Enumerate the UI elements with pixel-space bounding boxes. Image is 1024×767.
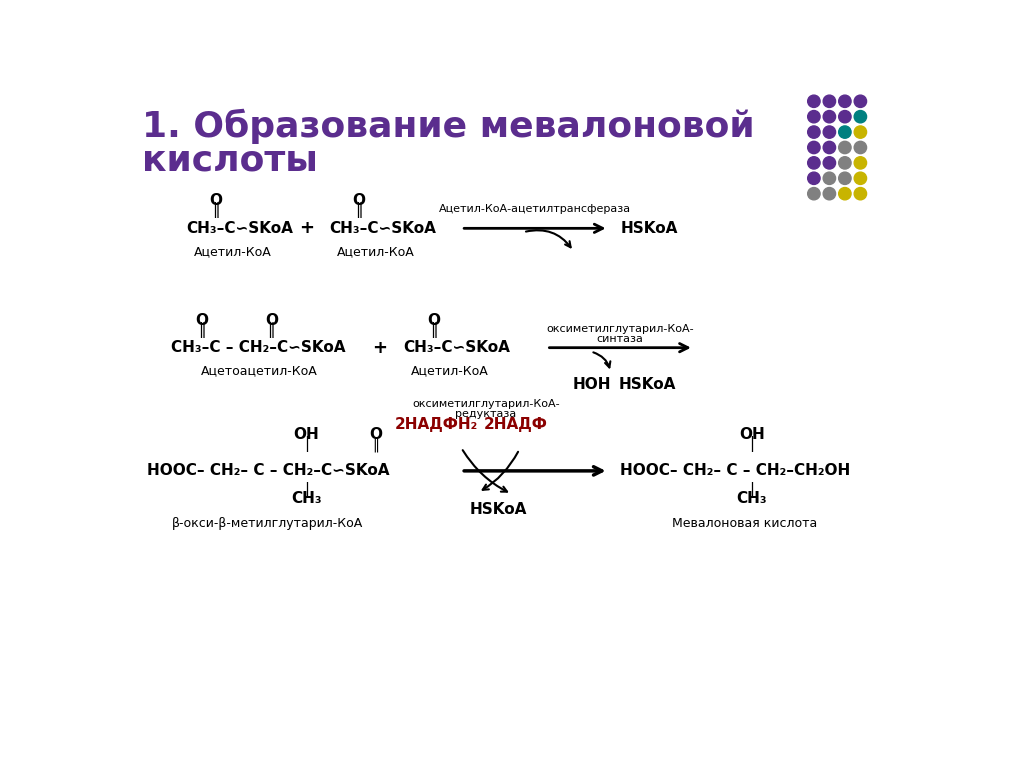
Text: CH₃–C – CH₂–C∽SKoA: CH₃–C – CH₂–C∽SKoA bbox=[171, 341, 345, 355]
Text: ‖: ‖ bbox=[373, 438, 380, 453]
Circle shape bbox=[808, 187, 820, 200]
Circle shape bbox=[823, 156, 836, 169]
Text: оксиметилглутарил-КоА-: оксиметилглутарил-КоА- bbox=[547, 324, 694, 334]
Text: HOH: HOH bbox=[572, 377, 610, 392]
Text: O: O bbox=[196, 313, 208, 328]
Circle shape bbox=[808, 95, 820, 107]
Text: синтаза: синтаза bbox=[597, 334, 643, 344]
Text: HOOC– CH₂– C – CH₂–C∽SKoA: HOOC– CH₂– C – CH₂–C∽SKoA bbox=[147, 463, 390, 479]
Text: CH₃–C∽SKoA: CH₃–C∽SKoA bbox=[330, 221, 436, 235]
Text: OH: OH bbox=[739, 426, 765, 442]
Text: ‖: ‖ bbox=[430, 321, 438, 337]
Text: O: O bbox=[352, 193, 366, 209]
Text: 1. Образование мевалоновой: 1. Образование мевалоновой bbox=[142, 109, 755, 144]
Circle shape bbox=[808, 141, 820, 153]
Text: |: | bbox=[304, 482, 309, 498]
Text: Ацетил-КоА: Ацетил-КоА bbox=[337, 245, 415, 258]
Circle shape bbox=[823, 141, 836, 153]
Text: оксиметилглутарил-КоА-: оксиметилглутарил-КоА- bbox=[413, 400, 560, 410]
Text: Ацетоацетил-КоА: Ацетоацетил-КоА bbox=[202, 364, 318, 377]
Text: +: + bbox=[373, 339, 387, 357]
Text: HSKoA: HSKoA bbox=[618, 377, 676, 392]
Text: |: | bbox=[750, 436, 755, 453]
Circle shape bbox=[823, 172, 836, 184]
Text: |: | bbox=[304, 436, 309, 453]
Text: ‖: ‖ bbox=[267, 321, 275, 337]
Circle shape bbox=[823, 126, 836, 138]
Text: Ацетил-КоА: Ацетил-КоА bbox=[194, 245, 271, 258]
Text: ‖: ‖ bbox=[212, 202, 219, 219]
Text: +: + bbox=[299, 219, 313, 237]
Circle shape bbox=[854, 187, 866, 200]
Circle shape bbox=[854, 126, 866, 138]
Text: CH₃–C∽SKoA: CH₃–C∽SKoA bbox=[403, 341, 510, 355]
Text: кислоты: кислоты bbox=[142, 143, 317, 178]
Text: редуктаза: редуктаза bbox=[456, 410, 517, 420]
Circle shape bbox=[839, 187, 851, 200]
Circle shape bbox=[808, 126, 820, 138]
Text: O: O bbox=[370, 426, 383, 442]
Circle shape bbox=[808, 110, 820, 123]
Text: HSKoA: HSKoA bbox=[470, 502, 527, 517]
Text: 2НАДФ: 2НАДФ bbox=[483, 417, 548, 433]
Text: ‖: ‖ bbox=[198, 321, 206, 337]
Circle shape bbox=[823, 187, 836, 200]
Text: ‖: ‖ bbox=[355, 202, 362, 219]
Text: |: | bbox=[750, 482, 755, 498]
Text: β-окси-β-метилглутарил-КоА: β-окси-β-метилглутарил-КоА bbox=[172, 517, 364, 530]
Text: HSKoA: HSKoA bbox=[621, 221, 678, 235]
Text: O: O bbox=[428, 313, 440, 328]
Text: OH: OH bbox=[293, 426, 319, 442]
Circle shape bbox=[854, 172, 866, 184]
Circle shape bbox=[823, 110, 836, 123]
Circle shape bbox=[808, 172, 820, 184]
Text: HOOC– CH₂– C – CH₂–CH₂OH: HOOC– CH₂– C – CH₂–CH₂OH bbox=[621, 463, 850, 479]
Circle shape bbox=[854, 156, 866, 169]
Text: Ацетил-КоА: Ацетил-КоА bbox=[411, 364, 488, 377]
Circle shape bbox=[839, 141, 851, 153]
Circle shape bbox=[854, 95, 866, 107]
Circle shape bbox=[839, 95, 851, 107]
Circle shape bbox=[839, 126, 851, 138]
Text: CH₃: CH₃ bbox=[736, 491, 767, 506]
Text: Ацетил-КоА-ацетилтрансфераза: Ацетил-КоА-ацетилтрансфераза bbox=[439, 205, 631, 215]
Circle shape bbox=[823, 95, 836, 107]
Circle shape bbox=[839, 172, 851, 184]
Circle shape bbox=[854, 141, 866, 153]
Text: O: O bbox=[209, 193, 222, 209]
Text: O: O bbox=[265, 313, 278, 328]
Circle shape bbox=[808, 156, 820, 169]
Text: Мевалоновая кислота: Мевалоновая кислота bbox=[672, 517, 817, 530]
Text: CH₃–C∽SKoA: CH₃–C∽SKoA bbox=[186, 221, 293, 235]
Text: 2НАДФH₂: 2НАДФH₂ bbox=[395, 417, 478, 433]
Circle shape bbox=[854, 110, 866, 123]
Circle shape bbox=[839, 110, 851, 123]
Text: CH₃: CH₃ bbox=[291, 491, 322, 506]
Circle shape bbox=[839, 156, 851, 169]
